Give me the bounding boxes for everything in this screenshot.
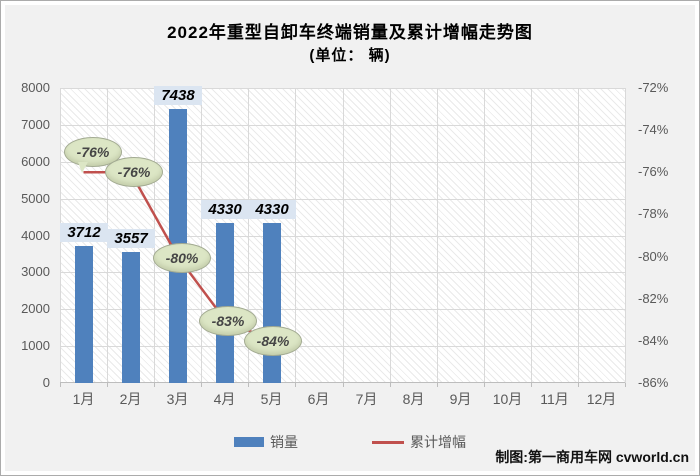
y-axis-right-tick-label: -76%: [638, 164, 669, 179]
gridline-horizontal: [60, 125, 625, 126]
growth-callout: -84%: [244, 326, 302, 356]
gridline-horizontal: [60, 199, 625, 200]
gridline-horizontal: [60, 236, 625, 237]
bar-value-label: 4330: [201, 200, 249, 219]
x-axis-category-label: 7月: [355, 391, 378, 407]
y-axis-right-tick-label: -74%: [638, 122, 669, 137]
y-axis-right-tick-label: -78%: [638, 206, 669, 221]
x-axis-category-label: 9月: [449, 391, 472, 407]
callout-tail: [78, 162, 88, 173]
watermark-credit: 制图:第一商用车网 cvworld.cn: [495, 449, 689, 465]
gridline-vertical: [625, 88, 626, 383]
x-axis-category-label: 11月: [540, 391, 569, 407]
growth-callout: -76%: [105, 157, 163, 187]
gridline-vertical: [484, 88, 485, 383]
gridline-horizontal: [60, 88, 625, 89]
y-axis-right-tick-label: -72%: [638, 80, 669, 95]
chart-title: 2022年重型自卸车终端销量及累计增幅走势图: [167, 23, 533, 42]
x-axis-category-label: 4月: [213, 391, 236, 407]
plot-area: 3712 3557 7438 4330 4330 -76% -76% -80% -83% -84%: [60, 86, 626, 387]
legend-line-swatch: [372, 440, 404, 444]
gridline-vertical: [437, 88, 438, 383]
y-axis-left-tick-label: 4000: [21, 228, 50, 243]
x-axis-tickmark: [107, 383, 108, 387]
y-axis-left-tick-label: 2000: [21, 301, 50, 316]
gridline-horizontal: [60, 346, 625, 347]
gridline-horizontal: [60, 162, 625, 163]
gridline-horizontal: [60, 272, 625, 273]
x-axis-category-label: 3月: [166, 391, 189, 407]
y-axis-left-tick-label: 6000: [21, 154, 50, 169]
legend-bar-swatch: [234, 437, 264, 447]
x-axis-tickmark: [201, 383, 202, 387]
gridline-horizontal: [60, 309, 625, 310]
x-axis-tickmark: [625, 383, 626, 387]
x-axis-category-label: 12月: [586, 391, 617, 407]
y-axis-left-tick-label: 1000: [21, 338, 50, 353]
x-axis-category-label: 6月: [307, 391, 330, 407]
x-axis-category-label: 5月: [260, 391, 283, 407]
growth-callout: -80%: [153, 243, 211, 273]
sales-bar: [75, 246, 93, 383]
x-axis-tickmark: [60, 383, 61, 387]
x-axis-tickmark: [154, 383, 155, 387]
legend-bar-label: 销量: [270, 434, 298, 450]
x-axis-category-label: 10月: [492, 391, 523, 407]
bar-value-label: 4330: [248, 200, 296, 219]
sales-bar: [216, 223, 234, 383]
gridline-vertical: [531, 88, 532, 383]
legend: 销量 累计增幅: [5, 432, 695, 452]
y-axis-right-tick-label: -80%: [638, 249, 669, 264]
x-axis-tickmark: [437, 383, 438, 387]
y-axis-left-tick-label: 3000: [21, 264, 50, 279]
x-axis-tickmark: [248, 383, 249, 387]
legend-growth: 累计增幅: [372, 432, 466, 452]
y-axis-right-tick-label: -82%: [638, 291, 669, 306]
gridline-vertical: [295, 88, 296, 383]
x-axis-tickmark: [484, 383, 485, 387]
y-axis-left-tick-label: 7000: [21, 117, 50, 132]
gridline-vertical: [343, 88, 344, 383]
bar-value-label: 3557: [107, 229, 155, 248]
gridline-vertical: [201, 88, 202, 383]
gridline-vertical: [578, 88, 579, 383]
chart-canvas: 2022年重型自卸车终端销量及累计增幅走势图 (单位： 辆) 3712 3557 7…: [5, 5, 695, 471]
bar-value-label: 7438: [154, 86, 202, 105]
x-axis-tickmark: [531, 383, 532, 387]
sales-bar: [122, 252, 140, 383]
x-axis-tickmark: [295, 383, 296, 387]
legend-sales: 销量: [234, 432, 298, 452]
chart-subtitle: (单位： 辆): [309, 47, 391, 64]
gridline-vertical: [248, 88, 249, 383]
x-axis-line: [60, 382, 625, 383]
x-axis-tickmark: [578, 383, 579, 387]
x-axis-category-label: 2月: [119, 391, 142, 407]
x-axis-category-label: 1月: [72, 391, 95, 407]
x-axis-tickmark: [343, 383, 344, 387]
y-axis-left-tick-label: 8000: [21, 80, 50, 95]
bar-value-label: 3712: [60, 223, 108, 242]
growth-callout: -83%: [199, 306, 257, 336]
y-axis-left-tick-label: 0: [42, 375, 50, 390]
legend-line-label: 累计增幅: [410, 434, 466, 450]
y-axis-left-tick-label: 5000: [21, 191, 50, 206]
y-axis-right-tick-label: -84%: [638, 333, 669, 348]
x-axis-category-label: 8月: [402, 391, 425, 407]
gridline-vertical: [390, 88, 391, 383]
x-axis-tickmark: [390, 383, 391, 387]
y-axis-right-tick-label: -86%: [638, 375, 669, 390]
growth-line: [83, 171, 273, 343]
